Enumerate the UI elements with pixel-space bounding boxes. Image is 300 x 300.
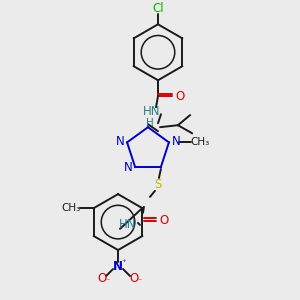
Text: N: N: [113, 260, 123, 272]
Text: ⁺: ⁺: [122, 257, 126, 266]
Text: O: O: [98, 272, 107, 284]
Text: O: O: [159, 214, 169, 227]
Text: CH₃: CH₃: [61, 203, 80, 213]
Text: S: S: [154, 178, 162, 191]
Text: N: N: [124, 161, 133, 174]
Text: H: H: [146, 118, 154, 128]
Text: HN: HN: [143, 105, 161, 118]
Text: HN: HN: [119, 218, 137, 231]
Text: N: N: [116, 135, 124, 148]
Text: O: O: [175, 90, 184, 103]
Text: ⁻: ⁻: [138, 277, 142, 286]
Text: O: O: [129, 272, 139, 284]
Text: Cl: Cl: [152, 2, 164, 15]
Text: ⁻: ⁻: [106, 277, 110, 286]
Text: N: N: [172, 135, 180, 148]
Text: CH₃: CH₃: [190, 137, 209, 147]
